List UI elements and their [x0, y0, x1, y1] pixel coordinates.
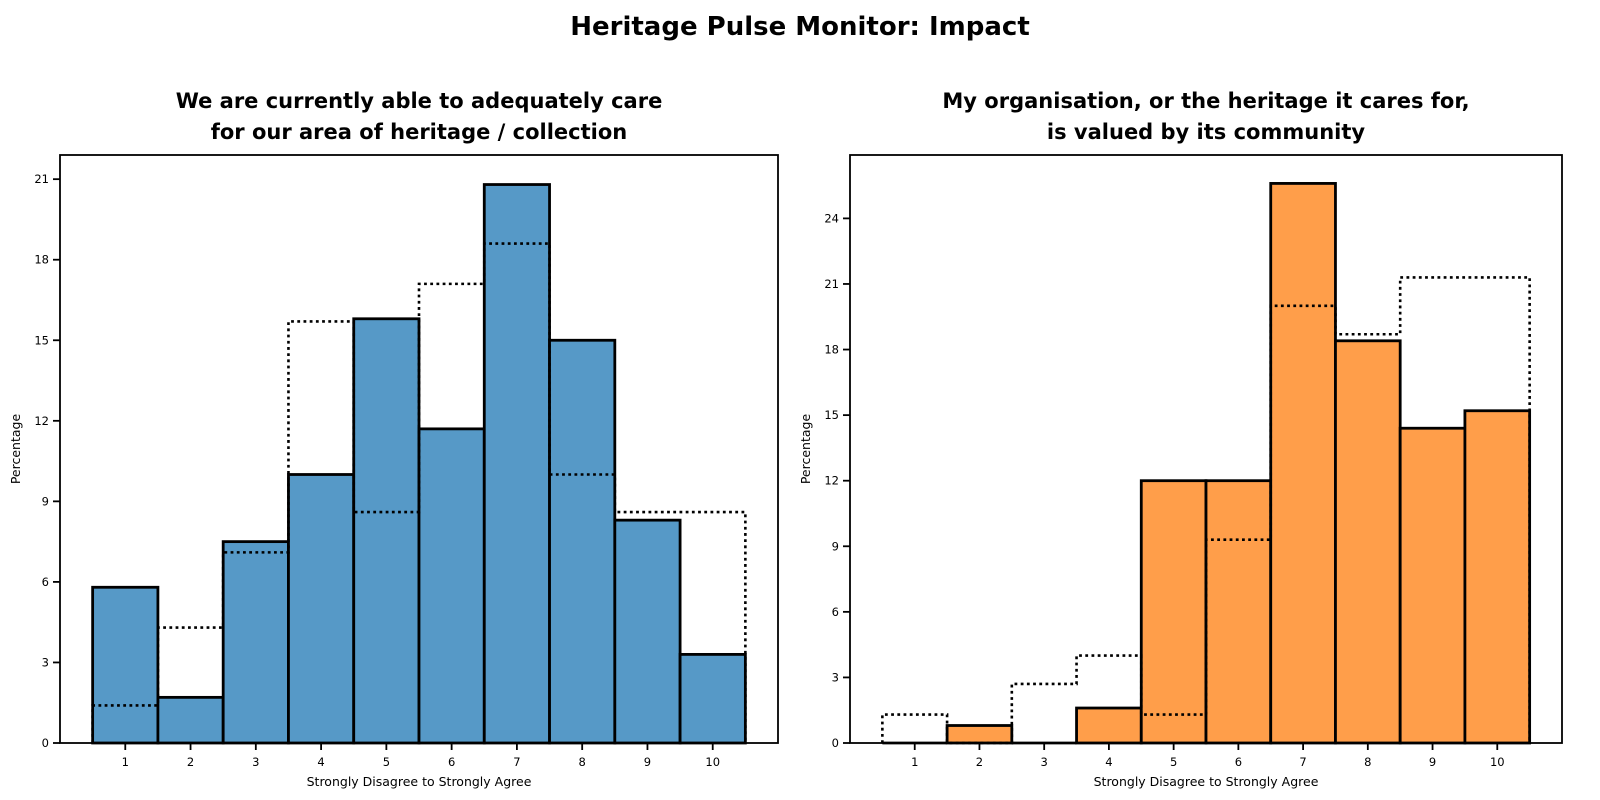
y-tick-label: 21: [34, 172, 49, 186]
x-tick-label: 10: [705, 755, 720, 769]
histogram-bar: [1398, 426, 1467, 745]
histogram-bar: [548, 338, 617, 745]
histogram-bar: [1463, 409, 1532, 745]
y-tick-label: 3: [832, 670, 839, 684]
histogram-bar: [613, 518, 682, 745]
x-tick-label: 5: [1170, 755, 1177, 769]
histogram-bar: [1334, 339, 1402, 745]
x-tick-label: 2: [187, 755, 194, 769]
axes-frame: [59, 154, 779, 744]
dotted-step-outline: [91, 242, 747, 743]
x-tick-label: 4: [317, 755, 324, 769]
histogram-bar: [156, 695, 225, 745]
x-axis-label: Strongly Disagree to Strongly Agree: [307, 774, 532, 789]
x-tick-label: 5: [383, 755, 390, 769]
histogram-bar: [91, 585, 160, 745]
histogram-bar: [482, 183, 551, 745]
x-tick-label: 9: [644, 755, 651, 769]
x-tick-label: 8: [579, 755, 586, 769]
x-tick-label: 6: [448, 755, 455, 769]
y-tick-label: 3: [42, 655, 49, 669]
histogram-bar: [1075, 706, 1143, 745]
histogram-bar: [1204, 479, 1273, 745]
y-tick-label: 15: [34, 333, 49, 347]
y-tick-label: 9: [832, 539, 839, 553]
x-tick-label: 2: [976, 755, 983, 769]
histogram-bar: [417, 427, 486, 745]
x-tick-label: 8: [1364, 755, 1371, 769]
x-tick-label: 1: [911, 755, 918, 769]
histogram-bar: [221, 540, 290, 745]
y-tick-label: 21: [824, 277, 839, 291]
left-plot-title: We are currently able to adequately care…: [60, 86, 778, 148]
histogram-bar: [1269, 182, 1337, 745]
histogram-bar: [352, 317, 421, 745]
left-plot-title-line-1: We are currently able to adequately care: [175, 89, 663, 113]
x-tick-label: 10: [1490, 755, 1505, 769]
y-tick-label: 0: [832, 736, 839, 750]
right-plot-title-line-2: is valued by its community: [1046, 120, 1366, 144]
histogram-bar: [945, 724, 1014, 745]
y-tick-label: 6: [832, 605, 839, 619]
left-plot-title-line-2: for our area of heritage / collection: [210, 120, 628, 144]
y-tick-label: 9: [42, 494, 49, 508]
y-tick-label: 12: [34, 414, 49, 428]
right-plot-title: My organisation, or the heritage it care…: [850, 86, 1562, 148]
histogram-bar: [678, 652, 747, 745]
y-tick-label: 24: [824, 211, 839, 225]
x-tick-label: 3: [1041, 755, 1048, 769]
x-tick-label: 9: [1429, 755, 1436, 769]
histogram-bar: [287, 473, 356, 745]
x-axis-label: Strongly Disagree to Strongly Agree: [1094, 774, 1319, 789]
y-axis-label: Percentage: [8, 414, 23, 485]
y-tick-label: 0: [42, 736, 49, 750]
x-tick-label: 1: [122, 755, 129, 769]
figure-title: Heritage Pulse Monitor: Impact: [570, 12, 1030, 42]
y-tick-label: 6: [42, 575, 49, 589]
x-tick-label: 7: [513, 755, 520, 769]
y-tick-label: 12: [824, 474, 839, 488]
axes-frame: [849, 154, 1563, 744]
x-tick-label: 4: [1105, 755, 1112, 769]
x-tick-label: 3: [252, 755, 259, 769]
x-tick-label: 7: [1299, 755, 1306, 769]
y-tick-label: 18: [824, 343, 839, 357]
y-tick-label: 18: [34, 253, 49, 267]
histogram-bar: [1139, 479, 1208, 745]
y-tick-label: 15: [824, 408, 839, 422]
right-plot-title-line-1: My organisation, or the heritage it care…: [942, 89, 1470, 113]
y-axis-label: Percentage: [800, 414, 813, 485]
x-tick-label: 6: [1235, 755, 1242, 769]
